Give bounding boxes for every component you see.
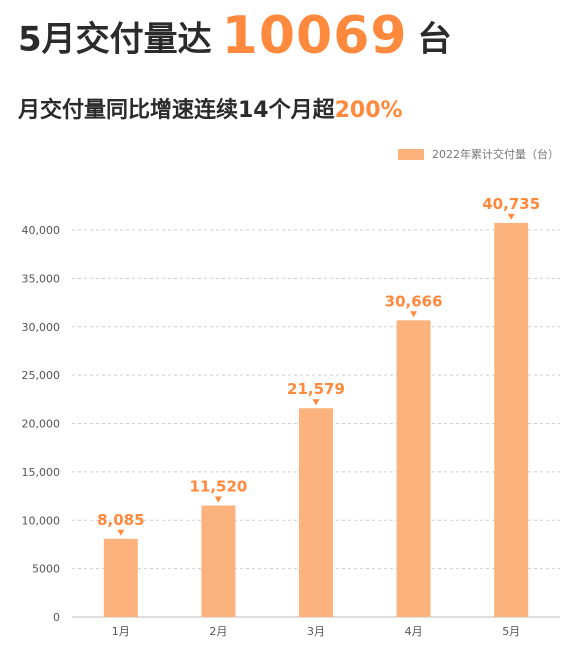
bar [396, 320, 431, 617]
data-label: 11,520 [189, 478, 247, 496]
headline-number: 10069 [221, 6, 408, 66]
headline-suffix: 台 [417, 19, 452, 60]
value-marker [410, 311, 418, 318]
subheadline-text: 月交付量同比增速连续14个月超 [18, 98, 335, 123]
value-marker [312, 399, 320, 406]
y-tick-label: 0 [53, 611, 60, 624]
x-tick-label: 2月 [209, 625, 227, 638]
x-tick-label: 5月 [502, 625, 520, 638]
x-tick-label: 1月 [112, 625, 130, 638]
x-tick-label: 3月 [307, 625, 325, 638]
bar [103, 538, 138, 617]
headline-prefix: 5月交付量达 [18, 19, 212, 60]
y-tick-label: 40,000 [22, 224, 61, 237]
legend-label: 2022年累计交付量（台） [432, 148, 559, 161]
value-marker [214, 496, 222, 503]
data-label: 30,666 [385, 292, 443, 310]
subheadline-accent: 200% [334, 98, 403, 123]
data-label: 21,579 [287, 380, 345, 398]
y-tick-label: 35,000 [22, 272, 61, 285]
y-tick-label: 10,000 [22, 514, 61, 527]
headline: 5月交付量达 10069 台 [18, 6, 452, 66]
x-tick-label: 4月 [405, 625, 423, 638]
subheadline: 月交付量同比增速连续14个月超200% [18, 92, 403, 124]
y-tick-label: 30,000 [22, 321, 61, 334]
value-marker [117, 529, 125, 536]
y-tick-label: 5000 [32, 563, 60, 576]
data-label: 8,085 [97, 511, 144, 529]
y-tick-label: 20,000 [22, 418, 61, 431]
bar [201, 505, 236, 617]
bar [494, 222, 529, 618]
chart-legend: 2022年累计交付量（台） [398, 146, 559, 162]
y-tick-label: 25,000 [22, 369, 61, 382]
legend-swatch [398, 148, 424, 160]
bar [299, 408, 333, 617]
y-tick-label: 15,000 [22, 466, 61, 479]
value-marker [507, 213, 515, 220]
data-label: 40,735 [482, 195, 540, 213]
